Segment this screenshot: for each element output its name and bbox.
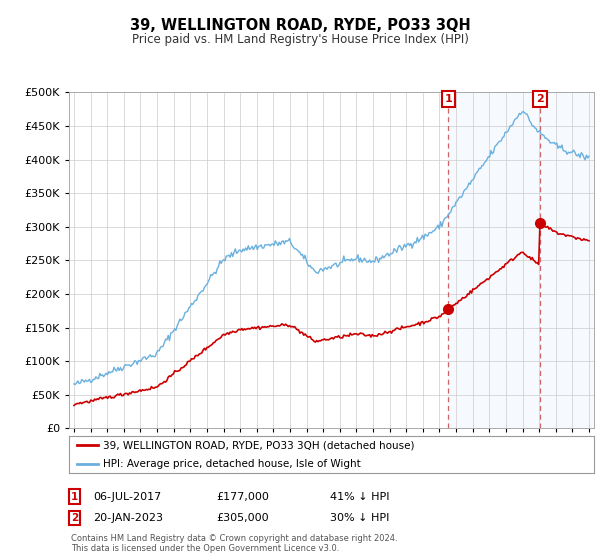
Text: 41% ↓ HPI: 41% ↓ HPI: [330, 492, 389, 502]
Text: 39, WELLINGTON ROAD, RYDE, PO33 3QH: 39, WELLINGTON ROAD, RYDE, PO33 3QH: [130, 18, 470, 32]
Text: 2: 2: [536, 94, 544, 104]
Text: 39, WELLINGTON ROAD, RYDE, PO33 3QH (detached house): 39, WELLINGTON ROAD, RYDE, PO33 3QH (det…: [103, 440, 415, 450]
Text: 20-JAN-2023: 20-JAN-2023: [93, 513, 163, 523]
Text: 1: 1: [445, 94, 452, 104]
Text: 2: 2: [71, 513, 78, 523]
Bar: [448, 92, 598, 428]
Text: 1: 1: [71, 492, 78, 502]
Text: 06-JUL-2017: 06-JUL-2017: [93, 492, 161, 502]
Text: £305,000: £305,000: [216, 513, 269, 523]
Text: Contains HM Land Registry data © Crown copyright and database right 2024.
This d: Contains HM Land Registry data © Crown c…: [71, 534, 397, 553]
Text: HPI: Average price, detached house, Isle of Wight: HPI: Average price, detached house, Isle…: [103, 459, 361, 469]
Text: £177,000: £177,000: [216, 492, 269, 502]
Text: 30% ↓ HPI: 30% ↓ HPI: [330, 513, 389, 523]
Text: Price paid vs. HM Land Registry's House Price Index (HPI): Price paid vs. HM Land Registry's House …: [131, 32, 469, 46]
